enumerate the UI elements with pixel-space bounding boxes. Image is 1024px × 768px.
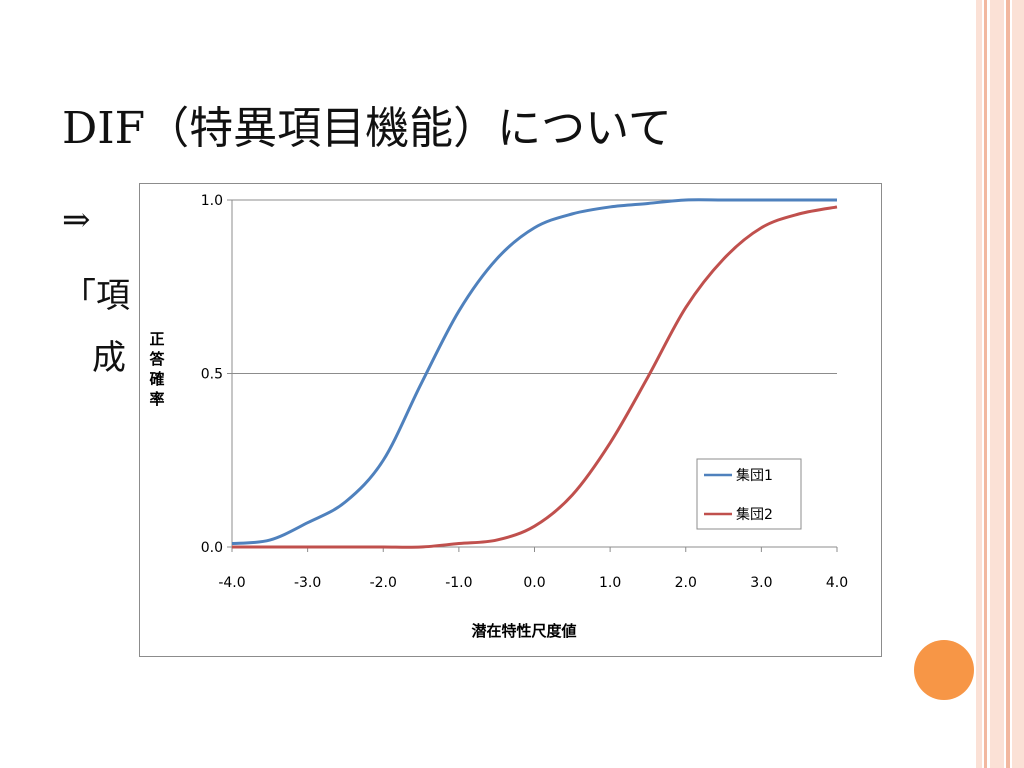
- y-axis-title-char: 答: [149, 350, 165, 368]
- x-tick-label: -2.0: [370, 575, 397, 591]
- series-line-1: [231, 198, 837, 546]
- y-axis-title-char: 正: [149, 330, 164, 348]
- x-tick-label: 1.0: [599, 575, 621, 591]
- x-tick-label: -3.0: [294, 575, 321, 591]
- slide-title: DIF（特異項目機能）について: [62, 103, 672, 154]
- y-ticks: 0.0 0.5 1.0: [201, 193, 232, 556]
- legend-label-2: 集団2: [736, 506, 773, 523]
- body-line-2: 「項: [62, 276, 130, 316]
- legend-box: [696, 458, 802, 530]
- y-tick-label: 0.0: [201, 540, 223, 556]
- body-arrow: ⇒: [62, 200, 91, 240]
- chart: 0.0 0.5 1.0 -4.0 -3.0 -2.0 -1.0 0.0 1.0 2.0 3.0 4.…: [139, 183, 882, 657]
- y-tick-label: 0.5: [201, 367, 223, 383]
- decor-circle: [914, 640, 974, 700]
- legend-label-1: 集団1: [736, 467, 773, 484]
- y-axis-title-char: 率: [149, 390, 164, 408]
- decor-stripe-4: [1006, 0, 1010, 768]
- x-axis-title: 潜在特性尺度値: [471, 622, 576, 640]
- x-tick-label: -4.0: [218, 575, 245, 591]
- series-line-2: [231, 205, 838, 549]
- x-tick-label: 0.0: [523, 575, 545, 591]
- x-ticks: -4.0 -3.0 -2.0 -1.0 0.0 1.0 2.0 3.0 4.0: [218, 547, 848, 591]
- y-axis-title: 正答確率: [148, 330, 165, 408]
- x-tick-label: -1.0: [445, 575, 472, 591]
- series-lines: [231, 198, 838, 549]
- x-tick-label: 2.0: [675, 575, 697, 591]
- decor-stripe-5: [1012, 0, 1024, 768]
- decor-stripe-3: [990, 0, 1004, 768]
- x-tick-label: 3.0: [750, 575, 772, 591]
- y-axis-title-char: 確: [148, 370, 164, 388]
- body-line-3: 成: [92, 338, 126, 378]
- legend: 集団1 集団2: [696, 458, 802, 530]
- decor-stripe-2: [984, 0, 987, 768]
- y-tick-label: 1.0: [201, 193, 223, 209]
- chart-svg: 0.0 0.5 1.0 -4.0 -3.0 -2.0 -1.0 0.0 1.0 2.0 3.0 4.…: [148, 193, 848, 640]
- x-tick-label: 4.0: [826, 575, 848, 591]
- decor-stripe-1: [976, 0, 982, 768]
